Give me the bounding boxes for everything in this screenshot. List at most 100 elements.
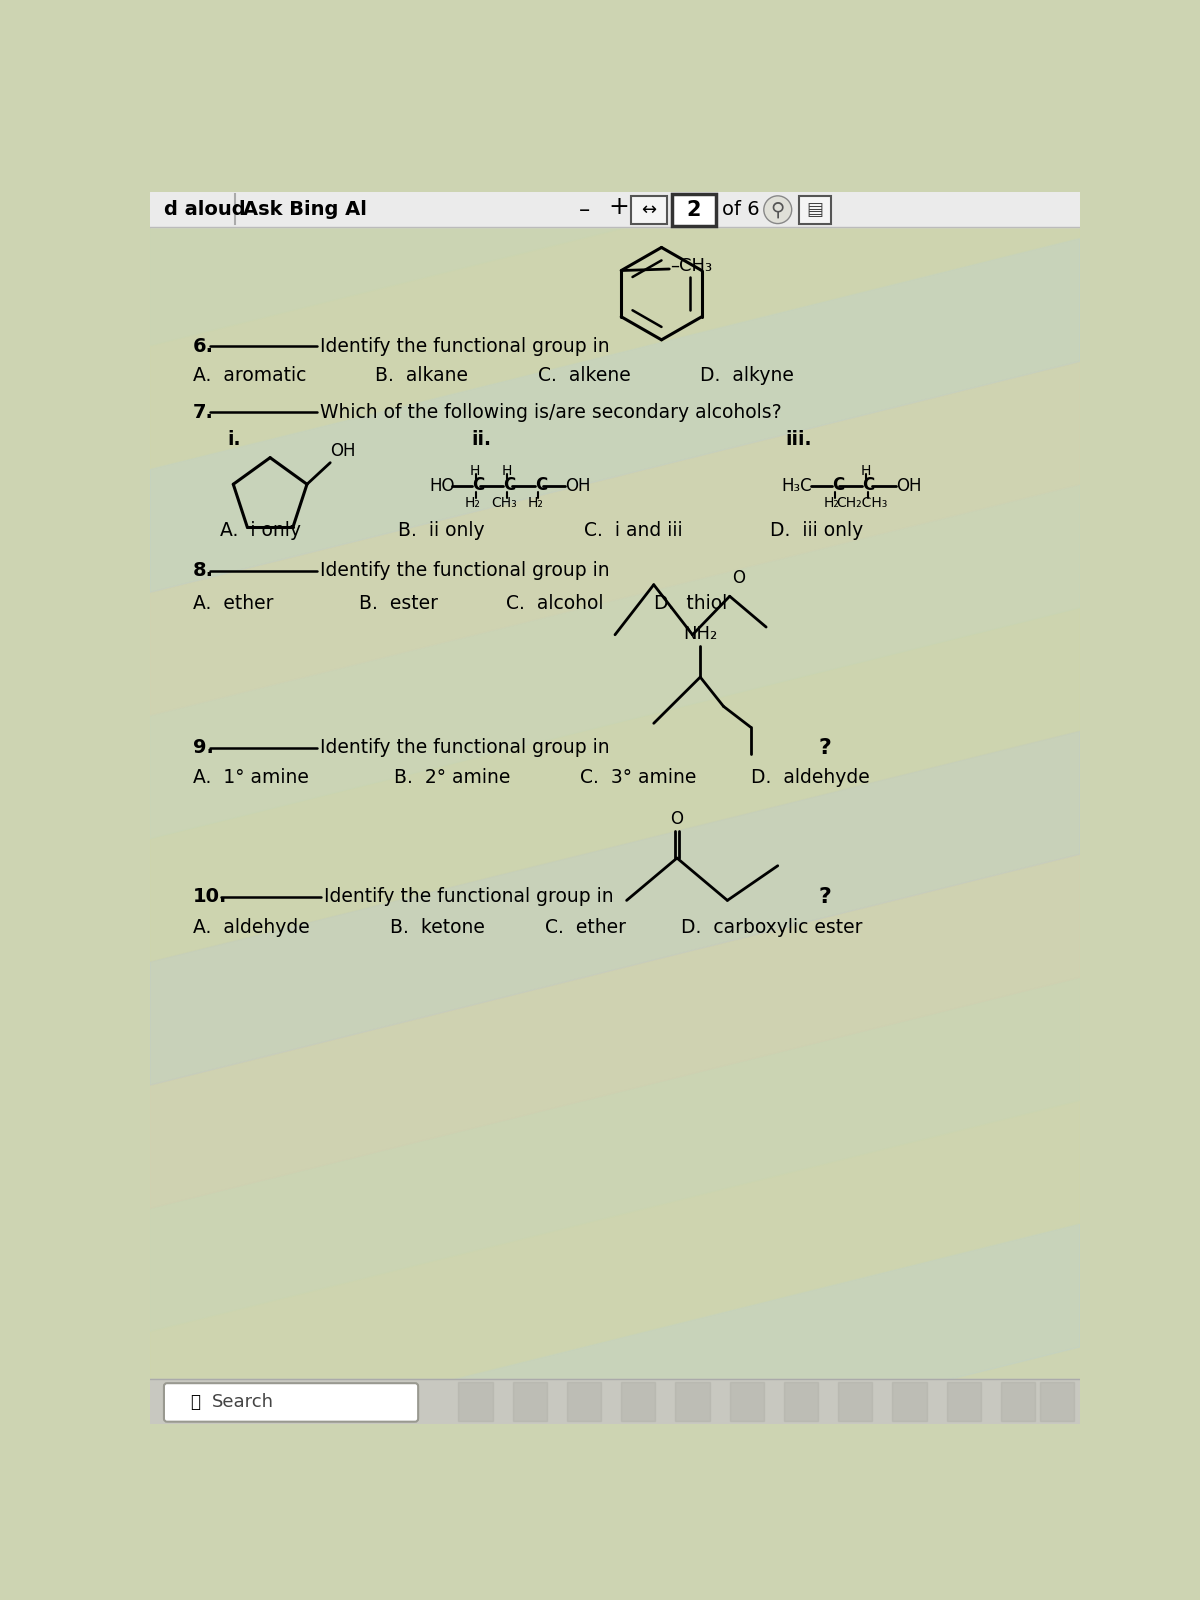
Text: ⚲: ⚲ — [770, 200, 785, 219]
Text: 🔍: 🔍 — [191, 1394, 200, 1411]
Text: Ask Bing Al: Ask Bing Al — [242, 200, 367, 219]
Bar — [893, 1382, 926, 1421]
Bar — [676, 1382, 709, 1421]
Text: A.  1° amine: A. 1° amine — [193, 768, 308, 787]
Text: –: – — [578, 200, 589, 219]
Text: O: O — [671, 810, 684, 829]
Text: i.: i. — [228, 430, 241, 450]
Bar — [839, 1382, 872, 1421]
Bar — [150, 1379, 1080, 1424]
Text: Identify the functional group in: Identify the functional group in — [320, 562, 610, 581]
Polygon shape — [150, 0, 1080, 346]
Text: CH₂CH₃: CH₂CH₃ — [836, 496, 888, 510]
Bar — [1039, 1382, 1074, 1421]
Text: +: + — [608, 195, 629, 219]
Bar — [622, 1382, 655, 1421]
FancyBboxPatch shape — [631, 195, 667, 224]
Text: A.  ether: A. ether — [193, 595, 274, 613]
Bar — [566, 1382, 601, 1421]
Bar — [1001, 1382, 1036, 1421]
Text: C.  alkene: C. alkene — [538, 366, 630, 384]
Text: D.  carboxylic ester: D. carboxylic ester — [680, 918, 863, 938]
Text: –CH₃: –CH₃ — [670, 258, 712, 275]
Text: B.  alkane: B. alkane — [374, 366, 468, 384]
Text: D.  alkyne: D. alkyne — [701, 366, 794, 384]
Text: 6.: 6. — [193, 336, 214, 355]
Polygon shape — [150, 0, 1080, 222]
Text: C: C — [504, 475, 516, 494]
Text: OH: OH — [565, 477, 590, 494]
Text: C: C — [535, 475, 547, 494]
Text: CH₃: CH₃ — [491, 496, 517, 510]
Text: NH₂: NH₂ — [683, 626, 718, 643]
Text: C.  alcohol: C. alcohol — [506, 595, 604, 613]
Text: C.  i and iii: C. i and iii — [584, 522, 683, 541]
Text: H₂: H₂ — [823, 496, 839, 510]
Text: 10.: 10. — [193, 886, 227, 906]
Text: Identify the functional group in: Identify the functional group in — [320, 739, 610, 757]
Text: Identify the functional group in: Identify the functional group in — [324, 886, 614, 906]
Text: C: C — [473, 475, 485, 494]
Text: ↔: ↔ — [642, 200, 656, 219]
Text: O: O — [732, 570, 745, 587]
Text: A.  aldehyde: A. aldehyde — [193, 918, 310, 938]
Text: C: C — [832, 475, 845, 494]
Text: OH: OH — [330, 442, 355, 459]
Text: 8.: 8. — [193, 562, 214, 581]
Polygon shape — [150, 0, 1080, 99]
Text: C.  3° amine: C. 3° amine — [580, 768, 696, 787]
Text: 7.: 7. — [193, 403, 214, 422]
Text: H₃C: H₃C — [781, 477, 812, 494]
Text: of 6: of 6 — [722, 200, 760, 219]
Bar — [784, 1382, 818, 1421]
Bar — [947, 1382, 980, 1421]
Polygon shape — [150, 854, 1080, 1208]
Polygon shape — [150, 485, 1080, 838]
FancyBboxPatch shape — [672, 194, 715, 226]
Text: d aloud: d aloud — [164, 200, 246, 219]
Polygon shape — [150, 978, 1080, 1331]
Polygon shape — [150, 1101, 1080, 1454]
Text: D.  iii only: D. iii only — [770, 522, 863, 541]
Polygon shape — [150, 1224, 1080, 1578]
Text: Search: Search — [212, 1394, 274, 1411]
Text: H₂: H₂ — [464, 496, 480, 510]
Circle shape — [763, 195, 792, 224]
Text: A.  i only: A. i only — [220, 522, 301, 541]
Polygon shape — [150, 362, 1080, 715]
Text: H: H — [860, 464, 870, 478]
Polygon shape — [150, 238, 1080, 592]
Text: C.  ether: C. ether — [545, 918, 626, 938]
Text: B.  ii only: B. ii only — [398, 522, 485, 541]
Text: H: H — [502, 464, 511, 478]
Text: B.  2° amine: B. 2° amine — [394, 768, 510, 787]
Text: C: C — [863, 475, 875, 494]
Text: iii.: iii. — [786, 430, 812, 450]
Text: Identify the functional group in: Identify the functional group in — [320, 336, 610, 355]
Text: ii.: ii. — [472, 430, 492, 450]
Text: ?: ? — [818, 886, 830, 907]
Polygon shape — [150, 731, 1080, 1085]
Text: B.  ester: B. ester — [359, 595, 438, 613]
Bar — [730, 1382, 764, 1421]
Text: A.  aromatic: A. aromatic — [193, 366, 306, 384]
Text: D.  aldehyde: D. aldehyde — [751, 768, 869, 787]
Text: ?: ? — [818, 738, 830, 758]
Text: 9.: 9. — [193, 739, 214, 757]
Polygon shape — [150, 115, 1080, 469]
Bar — [458, 1382, 492, 1421]
Polygon shape — [150, 608, 1080, 962]
Bar — [512, 1382, 547, 1421]
FancyBboxPatch shape — [799, 195, 832, 224]
FancyBboxPatch shape — [164, 1382, 418, 1422]
Text: Which of the following is/are secondary alcohols?: Which of the following is/are secondary … — [320, 403, 782, 422]
Text: B.  ketone: B. ketone — [390, 918, 485, 938]
Text: H: H — [469, 464, 480, 478]
Text: H₂: H₂ — [528, 496, 544, 510]
Text: D.  thiol: D. thiol — [654, 595, 727, 613]
Text: HO: HO — [430, 477, 455, 494]
Text: ▤: ▤ — [806, 200, 823, 219]
Bar — [150, 192, 1080, 227]
Text: 2: 2 — [686, 200, 701, 219]
Text: OH: OH — [896, 477, 922, 494]
